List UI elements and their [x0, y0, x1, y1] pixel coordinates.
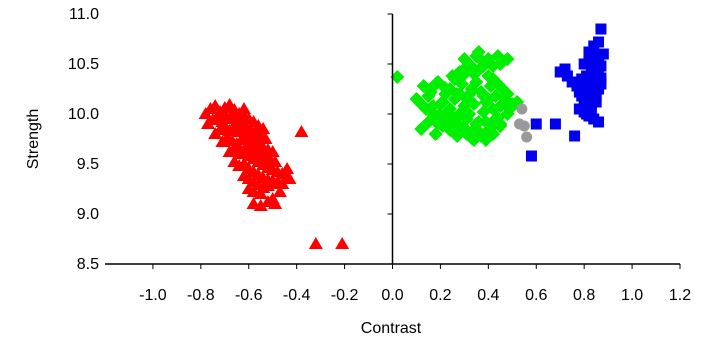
data-point-square [561, 70, 573, 82]
data-point-square [590, 96, 602, 108]
data-point-triangle [282, 172, 297, 184]
data-point-diamond [469, 75, 484, 89]
data-point-diamond [488, 115, 503, 129]
data-marks [198, 23, 609, 249]
data-point-square [581, 108, 593, 120]
data-point-diamond [500, 52, 515, 66]
data-point-diamond [414, 122, 429, 136]
x-tick-label: -0.2 [331, 287, 359, 304]
data-point-diamond [466, 62, 481, 76]
data-point-diamond [421, 89, 436, 103]
y-tick-label: 8.5 [77, 256, 99, 273]
data-point-diamond [464, 85, 479, 99]
data-point-diamond [457, 52, 472, 66]
data-point-circle [521, 131, 533, 143]
data-point-diamond [433, 97, 448, 111]
x-tick-label: -1.0 [139, 287, 167, 304]
data-point-circle [518, 120, 530, 132]
data-point-diamond [471, 45, 486, 59]
data-point-diamond [500, 107, 515, 121]
data-point-triangle [280, 162, 295, 174]
data-point-triangle [335, 237, 350, 249]
data-point-circle [516, 103, 528, 115]
data-point-square [583, 46, 595, 58]
data-point-diamond [483, 79, 498, 93]
y-axis-label: Strength [25, 109, 42, 169]
y-tick-label: 11.0 [69, 6, 99, 23]
data-point-diamond [438, 81, 453, 95]
data-point-square [593, 62, 605, 74]
y-ticks: 8.5 9.0 9.5 10.0 10.5 11.0 [68, 6, 393, 273]
y-tick-label: 10.0 [68, 106, 99, 123]
data-point-triangle [258, 132, 273, 144]
data-point-diamond [443, 102, 457, 116]
data-point-diamond [457, 67, 472, 81]
y-tick-label: 10.5 [68, 56, 99, 73]
data-point-square [593, 36, 605, 48]
data-point-triangle [265, 145, 280, 157]
x-ticks: -1.0 -0.8 -0.6 -0.4 -0.2 0.0 0.2 0.4 0.6 0.8 1.0 1.… [139, 264, 691, 304]
data-point-diamond [416, 79, 431, 93]
x-axis-label: Contrast [361, 320, 422, 337]
data-point-triangle [229, 139, 244, 151]
x-tick-label: 0.6 [525, 287, 547, 304]
x-tick-label: 0.4 [477, 287, 499, 304]
data-point-square [588, 68, 600, 80]
data-point-triangle [253, 187, 268, 199]
data-point-square [583, 74, 595, 86]
data-point-diamond [423, 105, 438, 119]
x-tick-label: 0.8 [573, 287, 595, 304]
data-point-triangle [308, 237, 323, 249]
data-point-square [554, 66, 566, 78]
data-point-diamond [466, 97, 481, 111]
data-point-triangle [268, 155, 283, 167]
data-point-diamond [452, 119, 467, 133]
data-point-square [569, 130, 581, 142]
x-tick-label: -0.6 [235, 287, 263, 304]
data-point-diamond [390, 70, 405, 84]
data-point-square [549, 118, 561, 130]
y-tick-label: 9.5 [77, 156, 99, 173]
data-point-square [593, 116, 605, 128]
data-point-diamond [447, 72, 462, 86]
data-point-square [597, 48, 609, 60]
data-point-diamond [452, 87, 467, 101]
data-point-triangle [253, 199, 268, 211]
data-point-triangle [217, 109, 232, 121]
data-point-triangle [265, 177, 280, 189]
data-point-diamond [495, 97, 510, 111]
data-point-square [590, 76, 602, 88]
x-tick-label: 1.0 [621, 287, 643, 304]
data-point-square [595, 23, 607, 35]
data-point-triangle [294, 125, 309, 137]
data-point-triangle [275, 177, 290, 189]
x-tick-label: 1.2 [669, 287, 691, 304]
data-point-diamond [421, 115, 436, 129]
data-point-diamond [481, 123, 496, 137]
y-tick-label: 9.0 [77, 206, 99, 223]
x-tick-label: 0.0 [381, 287, 403, 304]
data-point-diamond [476, 89, 491, 103]
data-point-triangle [268, 197, 283, 209]
data-point-square [525, 150, 537, 162]
x-tick-label: 0.2 [429, 287, 451, 304]
data-point-square [585, 102, 597, 114]
x-tick-label: -0.8 [187, 287, 215, 304]
x-tick-label: -0.4 [283, 287, 311, 304]
data-point-diamond [450, 129, 465, 143]
data-point-square [530, 118, 542, 130]
data-point-triangle [272, 185, 287, 197]
data-point-triangle [236, 102, 251, 114]
data-point-diamond [428, 127, 443, 141]
